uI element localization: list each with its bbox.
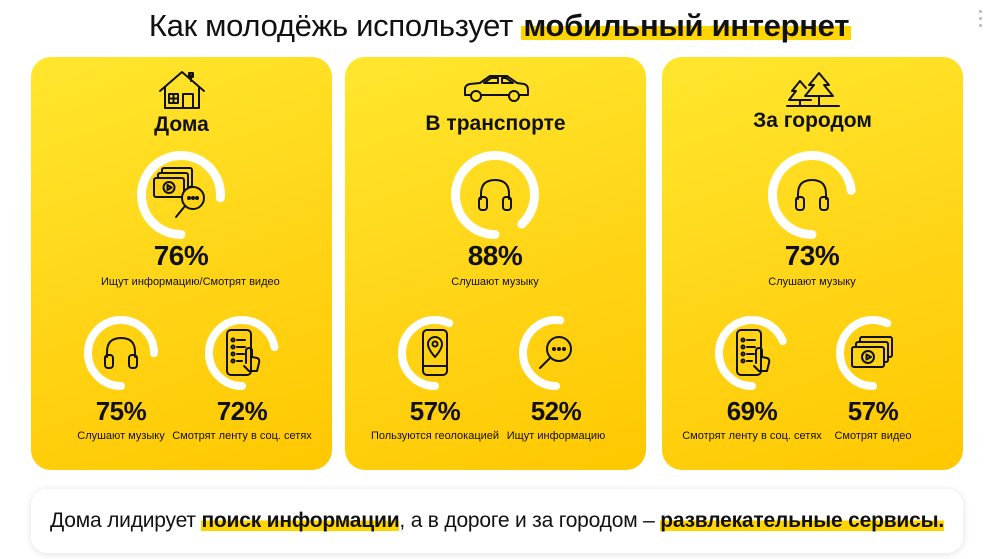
stat-value: 73%: [784, 240, 840, 271]
stat-right: 52% Ищут информацию: [476, 316, 636, 443]
phone-feed-icon: [732, 327, 772, 379]
page-title: Как молодёжь использует мобильный интерн…: [0, 8, 1000, 44]
stat-value: 75%: [95, 396, 147, 426]
headphones-icon: [790, 173, 834, 217]
stat-label: Ищут информацию: [506, 430, 606, 442]
headphones-icon: [99, 331, 143, 375]
stat-label: Слушают музыку: [77, 430, 165, 442]
phone-location-icon: [419, 327, 451, 379]
progress-ring: [137, 151, 225, 239]
stat-label: Слушают музыку: [768, 276, 856, 288]
stat-value: 72%: [216, 396, 268, 426]
more-options-icon[interactable]: [979, 10, 982, 31]
summary-text-1: Дома лидирует: [50, 509, 202, 532]
progress-ring: [768, 151, 856, 239]
stat-label: Смотрят ленту в соц. сетях: [172, 430, 312, 442]
stat-value: 69%: [726, 396, 778, 426]
title-prefix: Как молодёжь использует: [148, 8, 513, 43]
phone-feed-icon: [222, 327, 262, 379]
progress-ring: [836, 316, 910, 390]
scenario-card-3: За городом 73% Слушают музыку: [662, 57, 963, 470]
summary-text-2: , а в дороге и за городом –: [399, 509, 661, 532]
summary-bar: Дома лидирует поиск информации, а в доро…: [31, 489, 963, 553]
stat-value: 57%: [409, 396, 461, 426]
stat-right: 57% Смотрят видео: [793, 316, 953, 443]
stat-value: 52%: [530, 396, 582, 426]
stat-value: 88%: [467, 240, 523, 271]
scenario-card-2: В транспорте 88% Слушают музыку: [345, 57, 646, 470]
summary-highlight-1: поиск информации: [201, 509, 400, 533]
stat-label: Смотрят ленту в соц. сетях: [682, 430, 822, 442]
stat-main: 76% Ищут информацию/Смотрят видео: [101, 151, 280, 289]
stat-main: 88% Слушают музыку: [415, 151, 575, 289]
stat-value: 57%: [847, 396, 899, 426]
stat-right: 72% Смотрят ленту в соц. сетях: [162, 316, 322, 443]
progress-ring: [398, 316, 472, 390]
card-title: Дома: [154, 113, 209, 136]
house-icon: [31, 67, 332, 111]
progress-ring: [205, 316, 279, 390]
stat-main: 73% Слушают музыку: [732, 151, 892, 289]
stat-label: Пользуются геолокацией: [370, 430, 500, 442]
car-icon: [345, 71, 646, 105]
trees-icon: [662, 69, 963, 109]
magnifier-icon: [535, 332, 577, 374]
stat-left: 57% Пользуются геолокацией: [355, 316, 515, 443]
stat-value: 76%: [153, 240, 209, 271]
card-title: В транспорте: [425, 112, 566, 135]
card-title: За городом: [753, 109, 872, 132]
stat-left: 69% Смотрят ленту в соц. сетях: [672, 316, 832, 443]
title-highlight: мобильный интернет: [521, 8, 852, 43]
video-icon: [850, 334, 896, 372]
headphones-icon: [473, 173, 517, 217]
progress-ring: [519, 316, 593, 390]
video-search-icon: [150, 165, 212, 225]
progress-ring: [451, 151, 539, 239]
stat-label: Смотрят видео: [834, 430, 912, 442]
progress-ring: [715, 316, 789, 390]
summary-highlight-2: развлекательные сервисы.: [660, 509, 944, 533]
stat-left: 75% Слушают музыку: [41, 316, 201, 443]
progress-ring: [84, 316, 158, 390]
stat-label: Слушают музыку: [451, 276, 539, 288]
stat-label: Ищут информацию/Смотрят видео: [101, 276, 280, 288]
scenario-card-1: Дома 76% Ищут информацию/Смотрят видео: [31, 57, 332, 470]
